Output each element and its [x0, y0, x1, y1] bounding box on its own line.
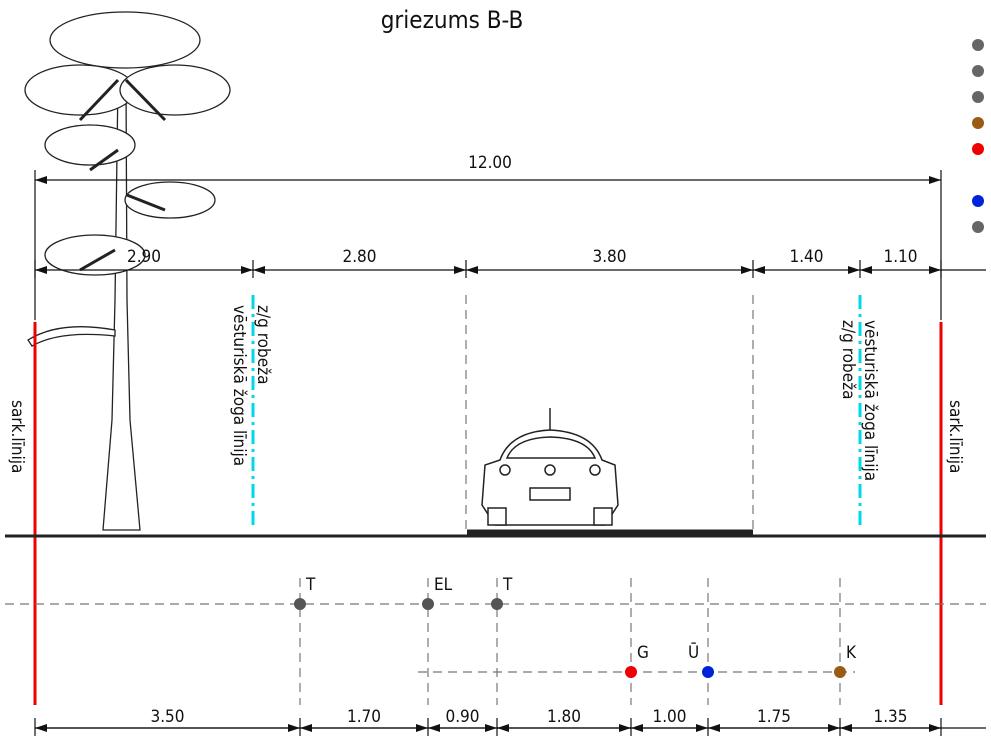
utility-label: T	[305, 575, 316, 595]
dimension-label: 1.35	[873, 707, 907, 727]
overall-dimension: 12.00	[468, 153, 512, 173]
red-line-label: sark.līnija	[7, 400, 27, 473]
tree	[24, 11, 231, 531]
utility-point	[294, 598, 306, 610]
utility-label: K	[846, 643, 857, 663]
border-label: z/g robeža	[838, 320, 858, 400]
dimension-label: 2.80	[342, 247, 376, 267]
dimension-label: 3.80	[592, 247, 626, 267]
dimension-label: 1.40	[789, 247, 823, 267]
red-line-label: sark.līnija	[945, 400, 965, 473]
car	[481, 408, 619, 526]
utility-point	[491, 598, 503, 610]
dimension-label: 1.75	[757, 707, 791, 727]
utility-point	[834, 666, 846, 678]
dimension-label: 0.90	[445, 707, 479, 727]
dimension-label: 1.70	[347, 707, 381, 727]
utility-point	[625, 666, 637, 678]
utility-point	[702, 666, 714, 678]
dimension-label: 1.10	[883, 247, 917, 267]
dimension-label: 3.50	[150, 707, 184, 727]
border-label: z/g robeža	[253, 305, 273, 385]
utility-point	[422, 598, 434, 610]
dimension-label: 1.00	[652, 707, 686, 727]
utility-label: T	[502, 575, 513, 595]
utility-label: Ū	[688, 641, 699, 663]
utility-label: G	[637, 643, 649, 663]
fence-label: vēsturiskā žoga līnija	[860, 320, 880, 481]
utility-label: EL	[434, 575, 453, 595]
title: griezums B-B	[381, 6, 524, 34]
fence-label: vēsturiskā žoga līnija	[229, 305, 249, 466]
dimension-label: 1.80	[547, 707, 581, 727]
dimension-label: 2.90	[127, 247, 161, 267]
legend-dots	[972, 39, 984, 233]
